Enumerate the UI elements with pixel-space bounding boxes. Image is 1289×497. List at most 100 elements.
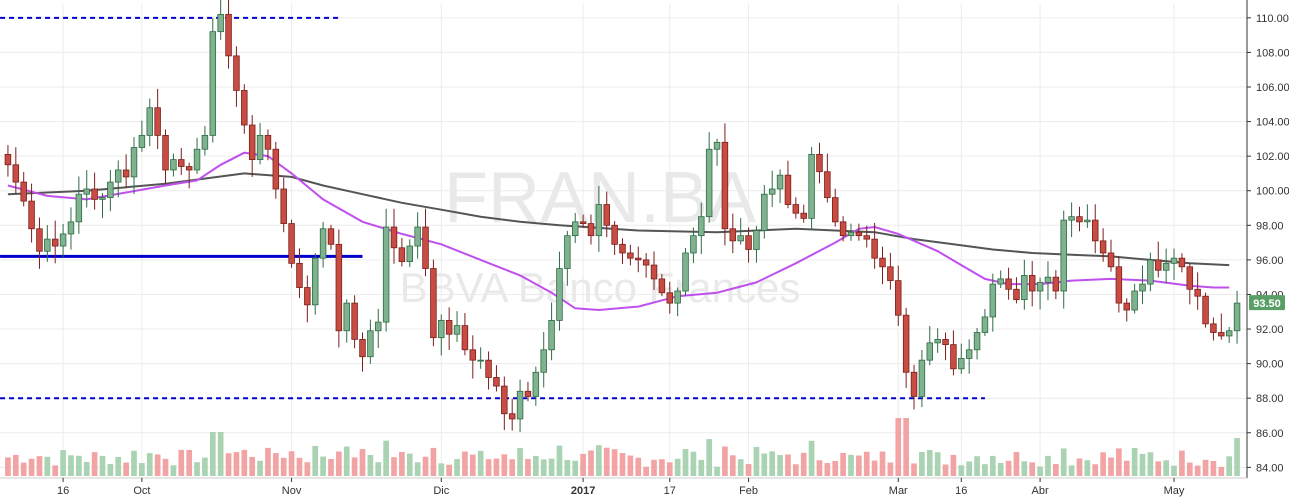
candle-body [130, 147, 138, 178]
volume-bar [359, 449, 366, 476]
candle-body [162, 134, 169, 171]
candle-body [1162, 262, 1170, 271]
candle-body [304, 287, 311, 306]
volume-bar [525, 458, 531, 476]
volume-bar [532, 455, 539, 476]
candle-body [737, 235, 744, 242]
support-resistance-lines [0, 16, 985, 400]
volume-bar [1037, 466, 1043, 476]
candle-body [808, 154, 815, 219]
volume-bar [564, 459, 571, 476]
candle-body [958, 358, 965, 370]
candle-body [847, 231, 855, 237]
volume-bar [131, 450, 137, 476]
volume-bar [422, 456, 429, 476]
candle-body [571, 221, 579, 237]
volume-bar [611, 449, 618, 476]
candle-body [682, 252, 689, 292]
candle-body [548, 319, 555, 351]
volume-bar [651, 459, 657, 476]
candle-body [217, 13, 224, 33]
candle-body [241, 90, 248, 126]
volume-bar [91, 452, 98, 476]
candle-body [761, 193, 768, 231]
volume-bar [1029, 462, 1036, 476]
volume-bar [714, 466, 720, 476]
candle-body [453, 325, 461, 335]
candle-body [1170, 257, 1178, 264]
volume-bar [1226, 456, 1233, 476]
volume-bar [596, 445, 602, 476]
volume-bar [871, 460, 878, 476]
volume-bar [1013, 451, 1020, 476]
candle-body [753, 230, 760, 250]
volume-bar [28, 458, 35, 476]
volume-bar [934, 452, 941, 476]
x-tick-label: Oct [133, 485, 150, 497]
volume-bar [753, 446, 760, 476]
volume-bar [36, 456, 43, 476]
volume-bar [682, 449, 689, 476]
candle-body [67, 221, 75, 235]
candle-body [20, 181, 27, 202]
volume-bar [816, 460, 823, 476]
candle-body [461, 325, 469, 351]
candle-body [99, 197, 106, 200]
candle-body [91, 188, 98, 200]
volume-bar [76, 455, 82, 476]
candle-body [1084, 219, 1091, 223]
volume-bar [1163, 460, 1169, 476]
candle-body [414, 226, 421, 247]
volume-bar [1155, 461, 1162, 476]
candle-body [1076, 216, 1083, 223]
candle-body [690, 235, 697, 254]
volume-bar [438, 463, 445, 476]
candle-body [201, 134, 209, 150]
candle-body [1099, 240, 1107, 254]
volume-bar [280, 457, 287, 476]
candle-body [965, 349, 973, 359]
volume-bar [919, 452, 925, 476]
volume-bar [580, 453, 586, 476]
candle-body [477, 359, 484, 362]
candle-body [508, 413, 516, 420]
candle-body [729, 228, 737, 242]
volume-bar [462, 451, 468, 476]
candle-body [532, 371, 540, 397]
candle-body [603, 204, 610, 226]
volume-bar [154, 454, 161, 476]
y-tick-label: 102.00 [1256, 151, 1289, 163]
candle-body [185, 166, 193, 171]
candle-body [839, 221, 847, 237]
volume-bar [383, 440, 389, 476]
volume-bar [1045, 455, 1051, 476]
volume-bar [83, 461, 90, 476]
x-tick-label: Mar [889, 485, 908, 497]
volume-bar [982, 464, 988, 476]
volume-bar [477, 450, 484, 476]
volume-bar [202, 457, 208, 476]
candle-body [438, 319, 445, 339]
candle-body [895, 280, 902, 316]
candle-body [918, 359, 926, 397]
y-tick-label: 98.00 [1256, 220, 1284, 232]
candle-body [44, 238, 51, 252]
x-tick-label: 17 [664, 485, 676, 497]
volume-bar [926, 450, 933, 476]
volume-bar [745, 463, 752, 476]
y-tick-label: 86.00 [1256, 428, 1284, 440]
volume-bar [548, 458, 555, 476]
volume-bar [115, 456, 122, 476]
last-price-tag: 93.50 [1249, 295, 1285, 311]
candle-body [1178, 257, 1186, 268]
candle-body [721, 141, 729, 230]
volume-bar [272, 453, 279, 476]
candle-body [973, 332, 981, 351]
candle-body [75, 193, 83, 223]
candle-body [1186, 266, 1194, 290]
volume-bar [903, 418, 909, 476]
volume-bar [737, 459, 744, 476]
volume-bar [469, 454, 476, 476]
volume-bar [1100, 452, 1106, 476]
volume-bar [257, 460, 263, 476]
